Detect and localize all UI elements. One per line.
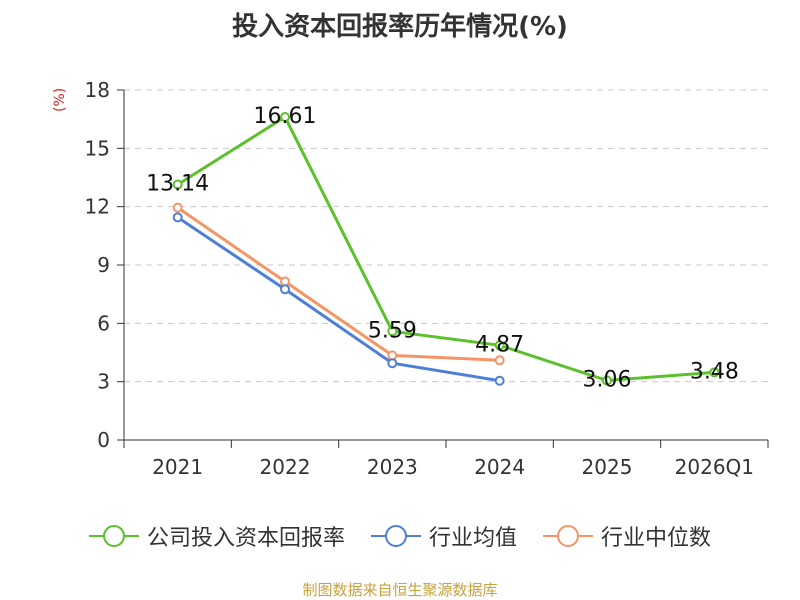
y-tick-label: 6 [97, 311, 110, 335]
data-label: 3.06 [583, 368, 632, 393]
chart-title: 投入资本回报率历年情况(%) [232, 12, 568, 42]
series-line [176, 216, 500, 383]
data-point [280, 284, 290, 295]
data-point [387, 326, 398, 337]
y-tick-label: 12 [85, 195, 110, 219]
data-point [172, 179, 183, 190]
x-tick-label: 2024 [474, 455, 525, 479]
legend-label: 行业中位数 [601, 526, 712, 551]
data-point [280, 112, 290, 123]
x-tick-label: 2026Q1 [675, 455, 754, 479]
data-source-note: 制图数据来自恒生聚源数据库 [302, 581, 498, 599]
legend-marker-icon [370, 524, 421, 548]
x-tick-label: 2025 [582, 455, 633, 479]
x-tick-label: 2022 [260, 455, 311, 479]
legend-marker-icon [543, 524, 593, 548]
data-point [387, 358, 398, 369]
legend-item-company-roic[interactable]: 公司投入资本回报率 [88, 520, 345, 552]
data-point [494, 375, 505, 386]
legend-label: 行业均值 [428, 526, 517, 551]
data-label: 16.61 [254, 104, 317, 129]
x-tick-label: 2021 [152, 455, 203, 479]
legend: 公司投入资本回报率 行业均值 行业中位数 [0, 520, 800, 552]
data-point [494, 340, 505, 351]
data-point [709, 367, 720, 378]
legend-item-industry-mean[interactable]: 行业均值 [370, 520, 517, 552]
y-tick-label: 9 [97, 253, 110, 277]
data-point [602, 375, 612, 386]
y-tick-label: 18 [85, 78, 110, 102]
y-tick-label: 15 [85, 136, 110, 160]
data-label: 13.14 [146, 172, 209, 197]
legend-item-industry-median[interactable]: 行业中位数 [543, 520, 711, 552]
y-tick-label: 3 [97, 370, 110, 394]
series-line [176, 115, 715, 382]
legend-label: 公司投入资本回报率 [146, 526, 345, 551]
data-label: 5.59 [368, 318, 417, 343]
y-tick-label: 0 [97, 428, 110, 452]
data-point [172, 212, 183, 223]
x-tick-label: 2023 [367, 455, 418, 479]
data-point [172, 202, 183, 213]
data-label: 3.48 [690, 359, 739, 384]
data-label: 4.87 [475, 332, 524, 357]
series-line [176, 206, 500, 362]
data-point [494, 355, 505, 366]
legend-marker-icon [88, 524, 139, 548]
